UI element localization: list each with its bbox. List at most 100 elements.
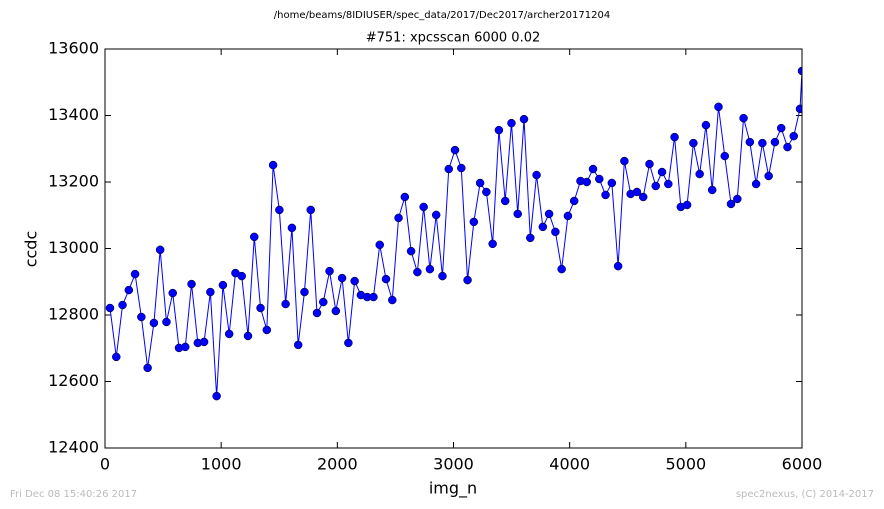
point <box>325 266 334 276</box>
point <box>764 171 773 181</box>
point <box>682 200 692 210</box>
point <box>268 160 278 170</box>
x-tick-label: 3000 <box>433 455 474 474</box>
point <box>256 303 265 313</box>
y-tick-label: 12800 <box>48 305 99 324</box>
point <box>406 246 416 256</box>
point <box>388 295 397 305</box>
point <box>250 232 259 242</box>
point <box>350 276 359 286</box>
point <box>797 66 802 76</box>
point <box>601 190 610 200</box>
chart-title: #751: xpcsscan 6000 0.02 <box>366 31 541 46</box>
point <box>143 363 152 373</box>
point <box>557 264 566 274</box>
point <box>551 227 560 237</box>
point <box>243 331 253 341</box>
y-tick-label: 13400 <box>48 105 99 124</box>
point <box>500 196 510 206</box>
point <box>457 163 466 173</box>
y-tick-label: 13000 <box>48 238 99 257</box>
point <box>532 170 541 180</box>
plot-frame <box>104 48 803 449</box>
point <box>237 271 246 281</box>
point <box>507 118 516 128</box>
point <box>482 187 491 197</box>
point <box>162 317 171 327</box>
point <box>168 288 177 298</box>
point <box>538 222 548 232</box>
y-tick-label: 13600 <box>48 39 99 58</box>
point <box>494 125 504 135</box>
point <box>287 223 297 233</box>
x-tick-label: 2000 <box>317 455 358 474</box>
point <box>758 138 767 148</box>
point <box>544 209 554 219</box>
point <box>206 287 215 297</box>
point <box>369 292 378 302</box>
point <box>488 239 497 249</box>
point <box>444 164 453 174</box>
x-tick-label: 5000 <box>665 455 706 474</box>
series-line <box>109 70 802 397</box>
point <box>118 300 127 310</box>
x-tick-label: 1000 <box>201 455 242 474</box>
point <box>588 164 598 174</box>
point <box>751 179 761 189</box>
point <box>645 159 654 169</box>
point <box>707 185 717 195</box>
point <box>337 273 347 283</box>
point <box>381 274 391 284</box>
y-tick-label: 12400 <box>48 438 99 457</box>
y-tick-label: 12600 <box>48 371 99 390</box>
point <box>726 199 736 209</box>
point <box>293 340 303 350</box>
point <box>262 325 272 335</box>
point <box>783 142 792 152</box>
point <box>670 132 679 142</box>
point <box>469 217 479 227</box>
point <box>526 233 535 243</box>
point <box>657 167 667 177</box>
point <box>344 338 353 348</box>
point <box>620 156 629 166</box>
point <box>664 179 673 189</box>
point <box>651 181 660 191</box>
point <box>463 275 472 285</box>
point <box>795 104 802 114</box>
y-axis-label: ccdc <box>22 231 41 268</box>
point <box>701 120 711 130</box>
point <box>475 178 485 188</box>
point <box>438 271 447 281</box>
point <box>124 285 134 295</box>
x-tick-label: 0 <box>100 455 110 474</box>
point <box>739 113 748 123</box>
point <box>281 299 290 309</box>
point <box>130 269 140 279</box>
point <box>569 196 579 206</box>
point <box>745 137 755 147</box>
point <box>519 114 529 124</box>
point <box>419 202 428 212</box>
point <box>155 245 165 255</box>
point <box>431 210 441 220</box>
point <box>400 192 410 202</box>
footer-right: spec2nexus, (C) 2014-2017 <box>736 489 874 500</box>
point <box>199 337 209 347</box>
point <box>425 264 435 274</box>
point <box>607 178 617 188</box>
point <box>695 169 704 179</box>
point <box>770 137 780 147</box>
point <box>638 192 648 202</box>
point <box>689 138 698 148</box>
point <box>306 205 315 215</box>
point <box>149 318 159 328</box>
point <box>218 280 228 290</box>
point <box>331 306 341 316</box>
point <box>413 267 422 277</box>
point <box>613 261 623 271</box>
point <box>275 205 284 215</box>
point <box>224 329 234 339</box>
point <box>632 187 642 197</box>
